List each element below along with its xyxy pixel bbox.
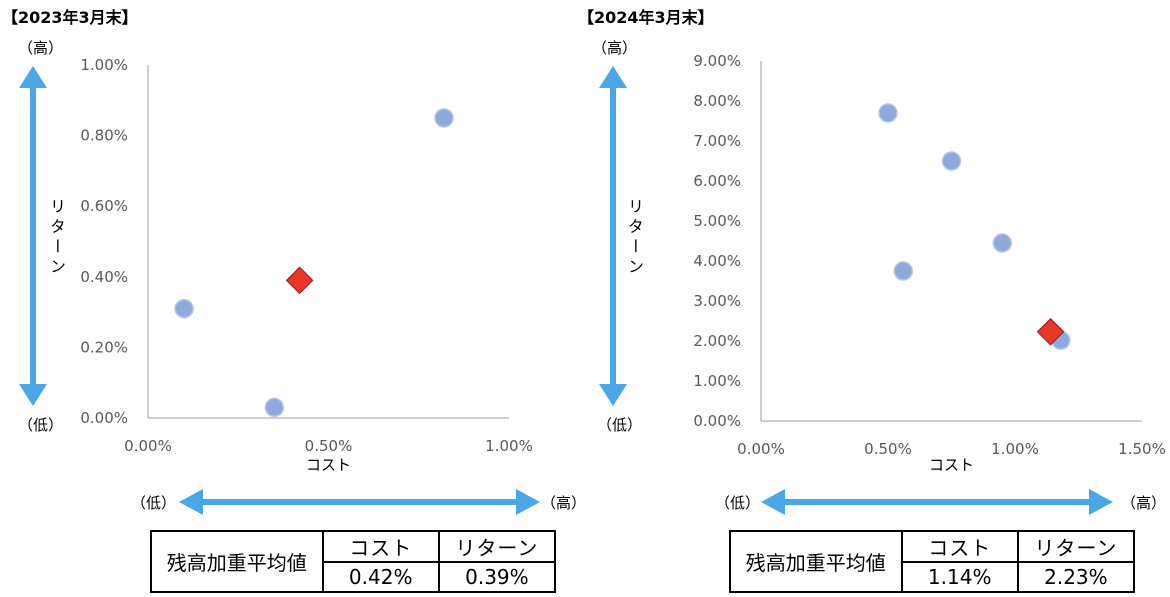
x-tick-label: 0.50%: [864, 440, 912, 458]
data-point: [941, 151, 962, 171]
x-low-label: （低）: [131, 494, 177, 512]
x-high-label: （高）: [541, 494, 587, 512]
table-header-cost: コスト: [900, 530, 1019, 563]
y-axis-word: リターン: [625, 198, 644, 278]
weighted-average-table: 残高加重平均値 コスト リターン 0.42% 0.39%: [150, 530, 557, 593]
x-high-label: （高）: [1121, 494, 1167, 512]
x-axis-title: コスト: [929, 456, 974, 474]
x-tick-label: 1.00%: [485, 437, 533, 455]
y-tick-label: 0.80%: [80, 127, 128, 145]
panel-title: 【2023年3月末】: [2, 8, 138, 27]
y-high-label: （高）: [18, 39, 64, 57]
y-tick-label: 3.00%: [693, 292, 741, 310]
y-tick-label: 1.00%: [693, 372, 741, 390]
y-low-label: （低）: [18, 416, 64, 434]
data-point: [893, 261, 913, 281]
y-tick-label: 6.00%: [693, 172, 741, 190]
y-tick-label: 9.00%: [693, 52, 741, 70]
scatter-chart-2023: 0.00% 0.20% 0.40% 0.60% 0.80% 1.00% 0.00% 0.50%…: [19, 56, 540, 515]
x-low-label: （低）: [715, 494, 761, 512]
y-high-label: （高）: [592, 39, 638, 57]
data-point: [878, 103, 898, 123]
x-axis-title: コスト: [306, 456, 351, 474]
weighted-average-table: 残高加重平均値 コスト リターン 1.14% 2.23%: [729, 530, 1136, 593]
y-tick-label: 0.60%: [80, 197, 128, 215]
y-tick-label: 8.00%: [693, 92, 741, 110]
arrow-head-left: [761, 489, 785, 515]
vertical-axis-arrow: [19, 66, 47, 406]
table-return-value: 2.23%: [1016, 561, 1136, 593]
x-tick-label: 0.50%: [305, 437, 353, 455]
x-tick-label: 0.00%: [737, 440, 785, 458]
y-tick-label: 1.00%: [80, 56, 128, 74]
arrow-head-right: [1089, 489, 1113, 515]
panel-title: 【2024年3月末】: [578, 8, 714, 27]
horizontal-axis-arrow: [761, 489, 1113, 515]
y-low-label: （低）: [597, 416, 643, 434]
table-header-return: リターン: [437, 530, 557, 563]
arrow-head-up: [19, 66, 47, 88]
arrow-head-left: [179, 489, 203, 515]
y-tick-label: 0.20%: [80, 338, 128, 356]
y-tick-label: 7.00%: [693, 132, 741, 150]
horizontal-axis-arrow: [179, 489, 540, 515]
table-cost-value: 1.14%: [900, 561, 1019, 593]
arrow-head-up: [599, 66, 627, 88]
arrow-head-down: [19, 384, 47, 406]
table-header-cost: コスト: [321, 530, 440, 563]
y-tick-label: 0.00%: [80, 409, 128, 427]
table-row-label: 残高加重平均値: [150, 530, 324, 593]
x-tick-label: 0.00%: [124, 437, 172, 455]
y-tick-label: 0.00%: [693, 412, 741, 430]
weighted-average-marker: [1036, 317, 1065, 346]
data-point: [992, 233, 1013, 253]
panel-2023: 【2023年3月末】 0.00% 0.20% 0.40% 0.60% 0.80% 1.00…: [2, 8, 587, 593]
y-tick-label: 4.00%: [693, 252, 741, 270]
y-tick-label: 0.40%: [80, 268, 128, 286]
x-tick-label: 1.00%: [991, 440, 1039, 458]
y-tick-label: 2.00%: [693, 332, 741, 350]
scatter-chart-2024: 0.00% 1.00% 2.00% 3.00% 4.00% 5.00% 6.00% 7.00%…: [599, 52, 1166, 515]
table-header-return: リターン: [1016, 530, 1136, 563]
arrow-head-down: [599, 384, 627, 406]
weighted-average-marker: [285, 266, 314, 295]
panel-2024: 【2024年3月末】 0.00% 1.00% 2.00% 3.00% 4.00% 5.00…: [575, 0, 1170, 597]
table-return-value: 0.39%: [437, 561, 557, 593]
data-point: [174, 298, 194, 319]
table-cost-value: 0.42%: [321, 561, 440, 593]
data-point: [264, 397, 285, 418]
y-tick-label: 5.00%: [693, 212, 741, 230]
vertical-axis-arrow: [599, 66, 627, 406]
table-row-label: 残高加重平均値: [729, 530, 903, 593]
x-tick-label: 1.50%: [1118, 440, 1166, 458]
y-axis-word: リターン: [47, 198, 66, 278]
arrow-head-right: [516, 489, 540, 515]
data-point: [434, 108, 454, 128]
